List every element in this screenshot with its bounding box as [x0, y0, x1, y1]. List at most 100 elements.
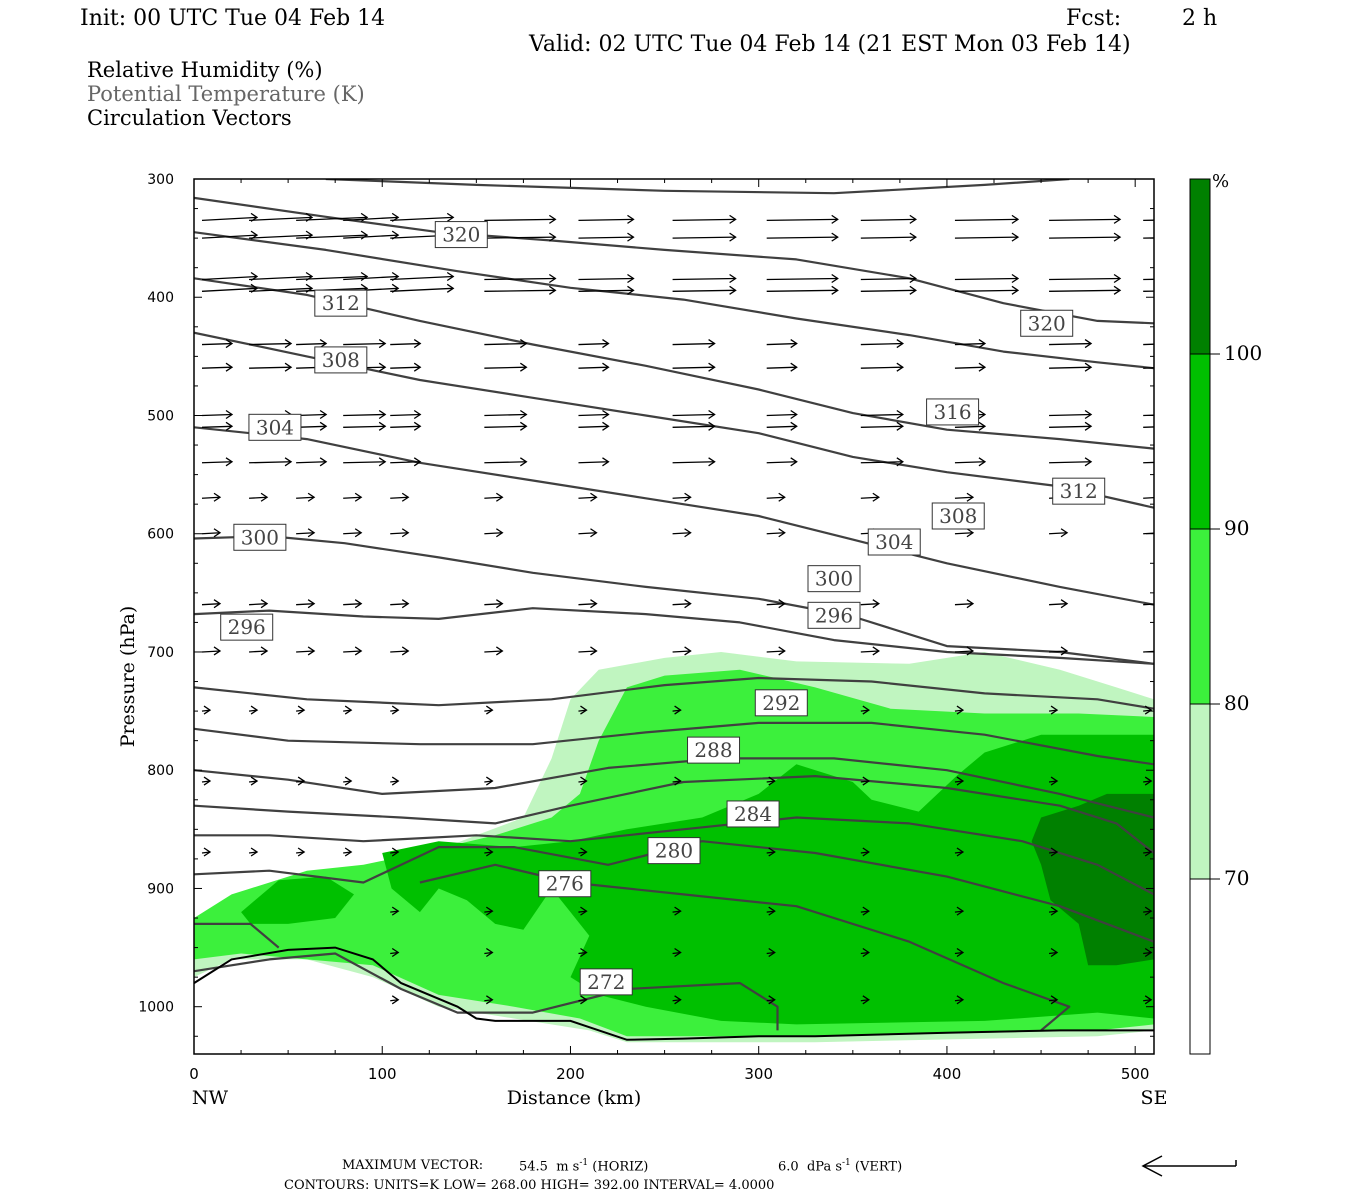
- theta-label-304: 304: [256, 415, 294, 439]
- vector-head: [1050, 947, 1059, 958]
- circulation-vector: [201, 425, 233, 428]
- circulation-vector: [578, 277, 634, 281]
- vector-head: [250, 847, 259, 857]
- circulation-vector: [484, 277, 556, 281]
- theta-label-308: 308: [939, 504, 977, 528]
- theta-contour-304: [194, 607, 1154, 665]
- circulation-vector: [249, 216, 313, 222]
- circulation-vector: [954, 425, 985, 428]
- vector-head: [674, 705, 682, 715]
- vector-head: [1084, 457, 1093, 467]
- theta-label-304: 304: [875, 530, 913, 554]
- vector-head: [978, 362, 987, 372]
- vector-head: [1167, 363, 1173, 371]
- theta-label-box: [538, 870, 592, 898]
- circulation-vector: [249, 366, 292, 369]
- vector-head: [354, 599, 363, 609]
- vector-head: [225, 339, 234, 349]
- vector-head: [978, 457, 987, 467]
- circulation-vector: [672, 496, 691, 499]
- vector-head: [966, 599, 975, 609]
- circulation-vector: [954, 603, 973, 606]
- theta-label-272: 272: [587, 970, 625, 994]
- vector-head: [1144, 906, 1153, 916]
- circulation-vector: [201, 496, 221, 499]
- circulation-vector: [1143, 603, 1154, 606]
- circulation-vector: [672, 342, 715, 346]
- vector-head: [485, 947, 494, 958]
- circulation-vector: [484, 532, 503, 535]
- x-tick-label: 300: [744, 1065, 773, 1083]
- vector-head: [378, 339, 387, 349]
- circulation-vector: [1049, 366, 1092, 369]
- circulation-vector: [954, 289, 1018, 292]
- circulation-vector: [578, 289, 634, 292]
- circulation-vector: [1049, 650, 1068, 653]
- vector-head: [519, 457, 528, 467]
- vector-head: [684, 646, 692, 656]
- vector-head: [909, 214, 917, 224]
- vector-head: [297, 776, 306, 786]
- theta-contour-284: [194, 816, 1154, 896]
- x-tick-label: 500: [1121, 1065, 1150, 1083]
- circulation-vector: [390, 603, 409, 606]
- vector-head: [1113, 285, 1122, 295]
- vector-head: [778, 646, 786, 656]
- vector-head: [684, 528, 692, 538]
- vector-head: [674, 906, 682, 916]
- circulation-vector: [249, 496, 268, 499]
- vector-head: [485, 847, 494, 857]
- vector-head: [708, 362, 716, 372]
- valid-time: Valid: 02 UTC Tue 04 Feb 14 (21 EST Mon …: [529, 32, 1131, 57]
- theta-label-box: [931, 502, 985, 530]
- vector-head: [495, 599, 504, 609]
- circulation-vector: [578, 603, 597, 606]
- circulation-vector: [578, 496, 597, 499]
- vector-head: [519, 362, 528, 372]
- theta-label-284: 284: [734, 802, 772, 826]
- circulation-vector: [766, 342, 797, 346]
- circulation-vector: [201, 413, 233, 417]
- vector-head: [862, 705, 870, 715]
- vector-head: [627, 214, 635, 224]
- vector-head: [627, 285, 635, 295]
- vector-head: [831, 214, 839, 224]
- theta-label-box: [233, 523, 287, 551]
- theta-label-312: 312: [1060, 479, 1098, 503]
- circulation-vector: [296, 650, 315, 653]
- vector-head: [729, 214, 737, 224]
- vector-head: [1011, 273, 1020, 284]
- theta-contour-308: [194, 535, 1154, 665]
- theta-label-box: [1020, 309, 1074, 337]
- vector-head: [307, 646, 316, 656]
- circulation-vector: [390, 342, 421, 346]
- circulation-vector: [954, 496, 973, 499]
- circulation-vector: [484, 603, 503, 606]
- vector-head: [401, 528, 410, 538]
- vector-head: [401, 646, 410, 656]
- circulation-vector: [1049, 413, 1092, 417]
- circulation-vector: [672, 289, 736, 292]
- circulation-vector: [954, 277, 1018, 281]
- theta-label-box: [647, 837, 701, 865]
- vector-head: [413, 409, 422, 420]
- vector-head: [684, 599, 692, 609]
- vector-head: [790, 409, 798, 420]
- y-tick-label: 500: [147, 408, 174, 424]
- vector-head: [485, 776, 494, 786]
- vector-head: [1060, 646, 1069, 656]
- field-vectors: Circulation Vectors: [87, 106, 292, 130]
- vector-head: [548, 285, 557, 295]
- circulation-vector: [1143, 219, 1154, 222]
- vector-head: [344, 705, 353, 715]
- vector-head: [354, 528, 363, 538]
- circulation-vector: [201, 603, 221, 606]
- circulation-vector: [766, 496, 785, 499]
- vector-head: [495, 492, 504, 502]
- vector-head: [1167, 340, 1173, 348]
- circulation-vector: [578, 425, 609, 428]
- vector-head: [708, 457, 716, 467]
- vector-head: [354, 646, 363, 656]
- colorbar-segment: [1189, 878, 1211, 1055]
- vector-head: [446, 271, 455, 282]
